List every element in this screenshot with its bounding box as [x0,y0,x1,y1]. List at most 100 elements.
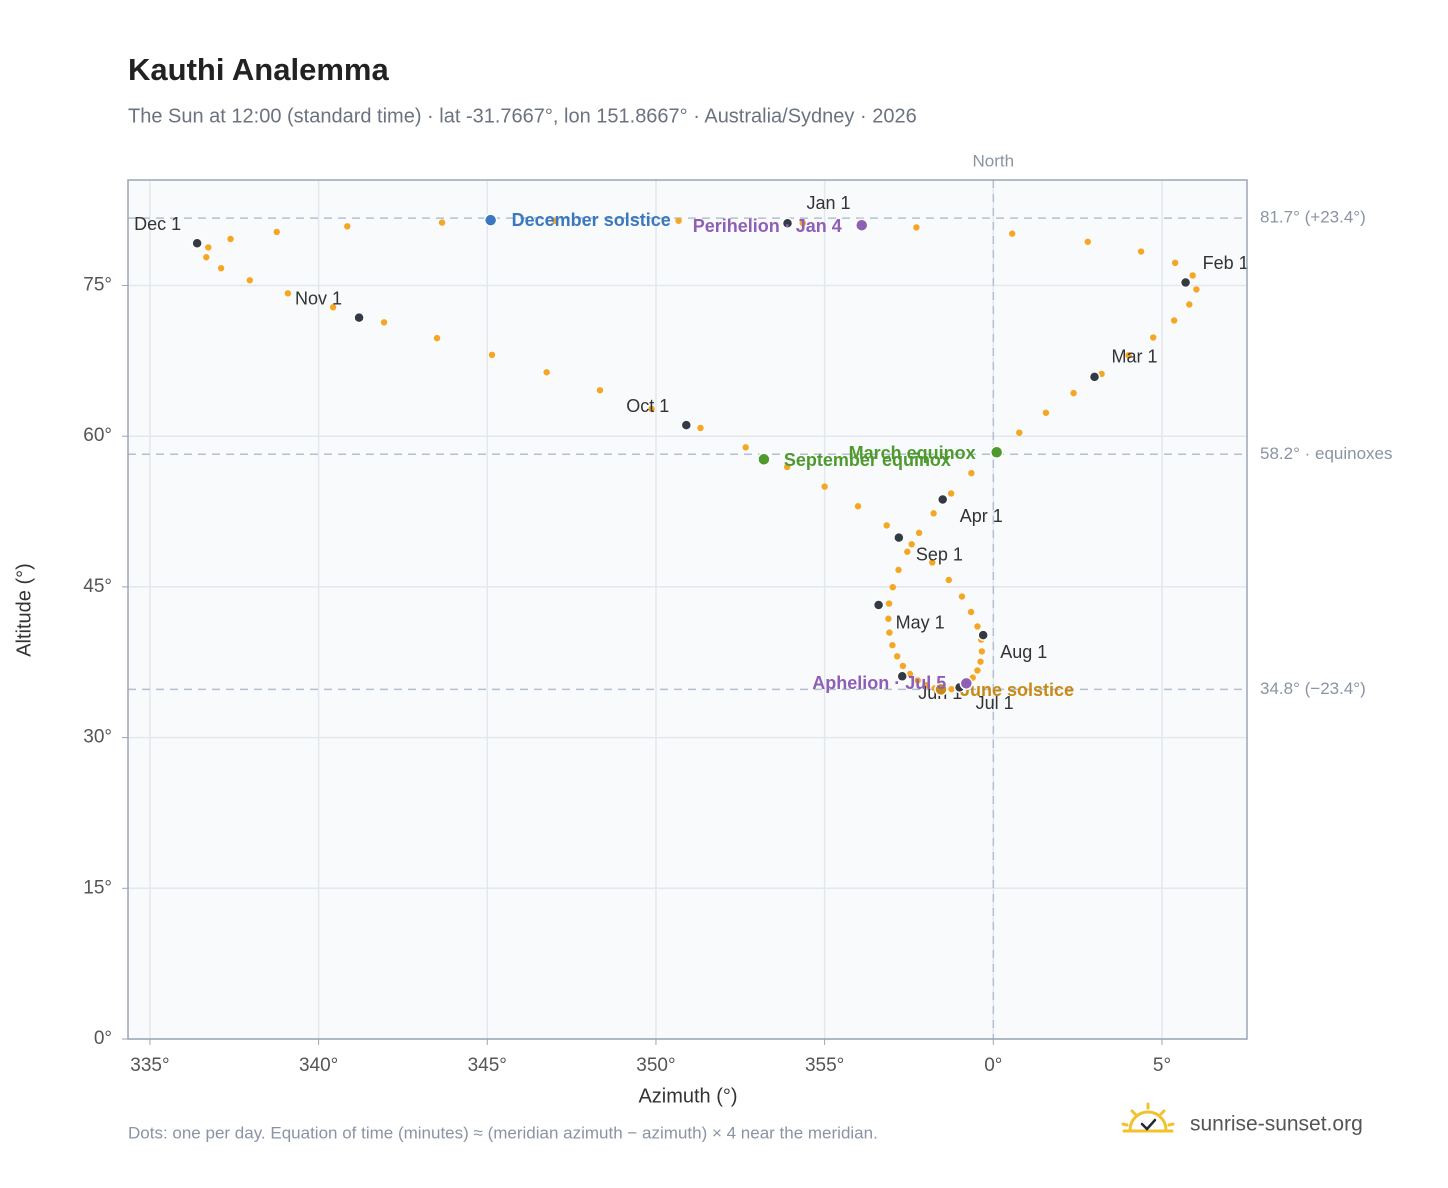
x-tick-label: 350° [636,1055,675,1076]
daily-dot [885,615,892,622]
x-axis-title: Azimuth (°) [638,1085,737,1107]
daily-dot [675,217,682,224]
month-marker [781,217,794,229]
daily-dot [543,369,550,376]
daily-dot [906,670,914,678]
daily-dot [344,223,351,230]
daily-dot [1170,317,1178,324]
event-marker [989,445,1004,460]
daily-dot [978,648,986,655]
event-label: March equinox [849,443,976,463]
daily-dot [697,424,704,432]
y-tick-label: 0° [94,1028,112,1049]
daily-dot [967,608,975,616]
daily-dot [968,469,975,477]
x-tick-label: 335° [130,1055,169,1076]
daily-dot [246,277,253,284]
daily-dot [889,583,896,591]
chart-title: Kauthi Analemma [128,52,389,87]
plot-area [128,180,1247,1039]
chart-subtitle: The Sun at 12:00 (standard time) · lat -… [128,105,917,127]
daily-dot [284,290,292,297]
daily-dot [1042,409,1050,416]
daily-dot [1009,230,1016,237]
y-tick-label: 60° [83,425,112,446]
daily-dot [895,566,902,574]
daily-dot [1189,272,1196,279]
month-label: Mar 1 [1112,347,1158,367]
month-label: Nov 1 [295,288,342,308]
month-marker [893,531,905,544]
brand: sunrise-sunset.org [1190,1113,1363,1136]
event-marker [934,682,948,697]
event-marker [854,218,869,232]
daily-dot [433,334,441,342]
month-marker [1179,276,1192,289]
daily-dot [742,444,749,451]
month-label: Dec 1 [134,214,181,234]
month-marker [896,670,908,683]
daily-dot [974,623,981,630]
daily-dot [1137,248,1145,255]
daily-dot [551,217,559,224]
month-label: Apr 1 [960,506,1003,526]
daily-dot [1171,259,1179,267]
daily-dot [948,685,955,693]
month-label: Oct 1 [626,396,669,416]
month-marker [353,311,365,324]
daily-dot [974,667,981,674]
month-marker [977,629,989,641]
x-tick-label: 355° [805,1055,844,1076]
daily-dot [899,662,907,670]
daily-dot [217,265,225,272]
month-marker [872,599,885,611]
x-tick-label: 0° [984,1055,1002,1076]
x-tick-label: 5° [1153,1055,1171,1076]
daily-dot [821,483,828,490]
daily-dot [886,629,893,636]
daily-dot [273,228,280,236]
month-marker [1088,371,1101,383]
daily-dot [915,529,923,537]
daily-dot [913,224,920,231]
daily-dot [1193,286,1200,293]
daily-dot [205,244,212,251]
month-label: Aug 1 [1000,642,1047,662]
plot-frame [127,179,1248,1040]
daily-dot [889,641,896,649]
daily-dots [203,217,1200,693]
y-tick-label: 75° [83,275,112,296]
month-marker [936,493,949,506]
daily-dot [893,653,901,660]
event-marker [483,213,498,227]
daily-dot [914,677,921,684]
reference-label: 81.7° (+23.4°) [1260,208,1366,227]
event-label: Aphelion · Jul 5 [812,673,946,693]
daily-dot [883,522,890,529]
daily-dot [1125,352,1132,359]
month-label: May 1 [896,613,945,633]
daily-dot [648,405,655,413]
daily-dot [1186,301,1193,308]
daily-dot [596,387,604,394]
daily-dot [908,541,915,548]
daily-dot [1084,238,1091,245]
daily-dot [329,304,337,311]
month-label: Sep 1 [916,544,963,564]
daily-dot [1150,334,1157,341]
daily-dot [922,681,930,689]
daily-dot [1016,429,1023,436]
event-marker [757,452,771,467]
daily-dot [1070,389,1077,397]
daily-dot [904,548,911,555]
event-label: September equinox [784,450,951,470]
daily-dot [438,219,446,226]
daily-dot [945,576,952,584]
x-tick-label: 340° [299,1055,338,1076]
y-tick-label: 15° [83,877,112,898]
footnote: Dots: one per day. Equation of time (min… [128,1123,878,1142]
event-label: December solstice [512,210,671,230]
